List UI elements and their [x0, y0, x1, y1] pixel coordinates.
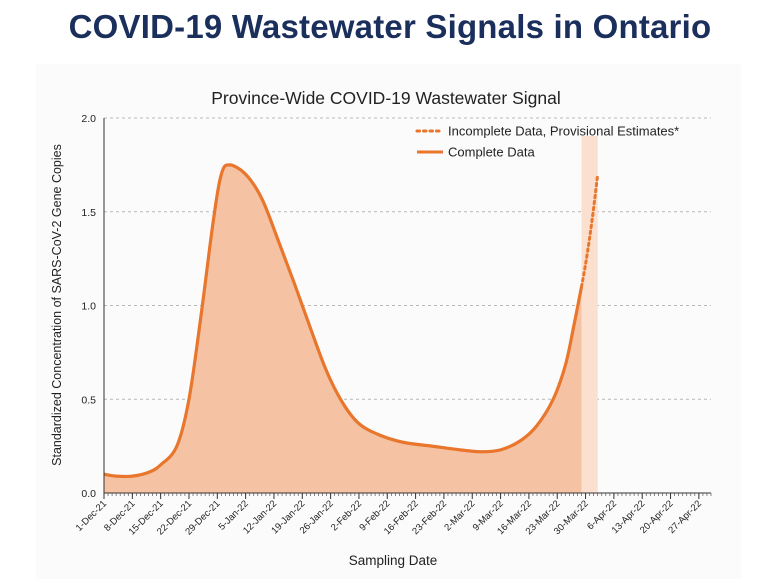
wastewater-chart: Province-Wide COVID-19 Wastewater Signal… [50, 88, 712, 568]
area-fills [104, 136, 598, 493]
y-tick-label: 1.0 [81, 301, 96, 313]
y-tick-label: 1.5 [81, 207, 96, 219]
grid-lines [104, 117, 711, 400]
y-tick-label: 0.5 [81, 394, 96, 406]
y-tick-label: 2.0 [81, 113, 96, 125]
series-line-incomplete [580, 172, 600, 289]
chart-legend: Incomplete Data, Provisional Estimates* … [415, 124, 679, 160]
y-tick-label: 0.0 [81, 488, 96, 500]
incomplete-area [581, 136, 598, 493]
y-axis-label: Standardized Concentration of SARS-CoV-2… [50, 144, 64, 466]
chart-title: Province-Wide COVID-19 Wastewater Signal [211, 88, 560, 108]
series-lines [103, 163, 600, 479]
series-line-complete [103, 163, 584, 479]
x-axis-label: Sampling Date [349, 553, 438, 568]
legend-label-incomplete: Incomplete Data, Provisional Estimates* [448, 124, 679, 139]
complete-area [104, 164, 582, 493]
chart-panel: Province-Wide COVID-19 Wastewater Signal… [36, 64, 741, 579]
page-title: COVID-19 Wastewater Signals in Ontario [68, 8, 712, 45]
legend-label-complete: Complete Data [448, 145, 535, 160]
